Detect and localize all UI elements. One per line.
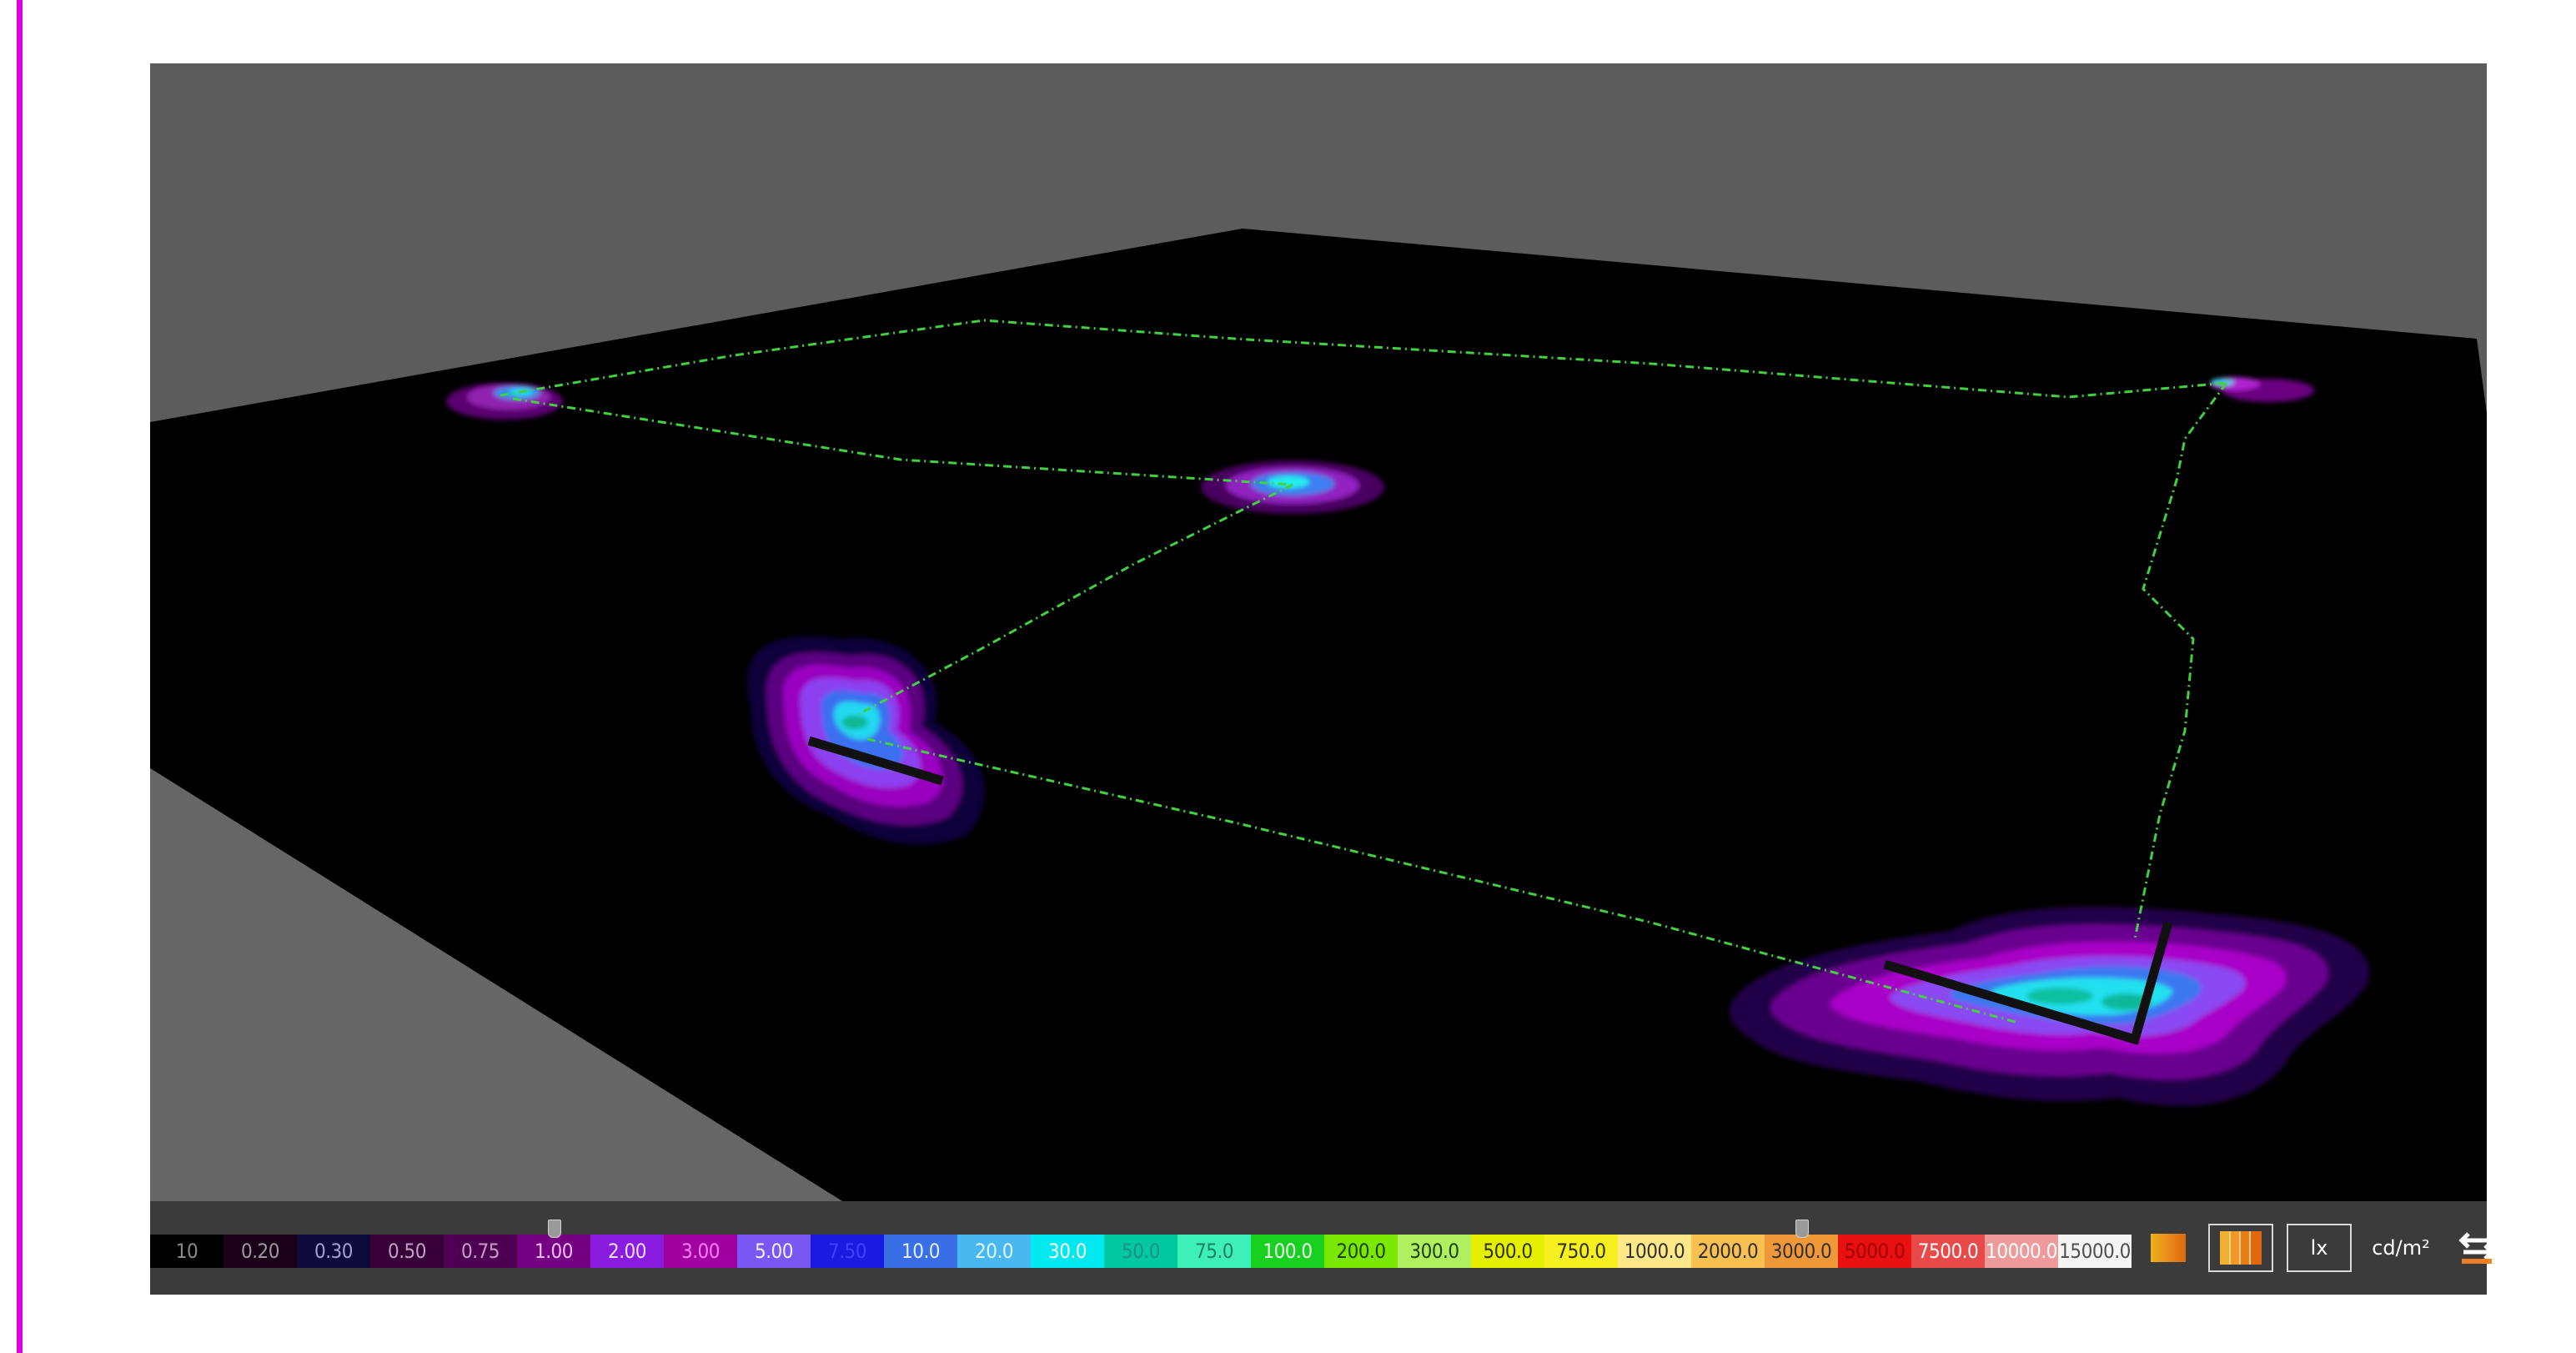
scale-step[interactable]: 3000.0	[1765, 1235, 1838, 1268]
scale-step[interactable]: 7.50	[811, 1235, 884, 1268]
scale-step[interactable]: 15000.0	[2058, 1235, 2132, 1268]
isolux-spot-top-right	[2210, 377, 2314, 402]
scale-step[interactable]: 3.00	[664, 1235, 737, 1268]
scale-step[interactable]: 10	[150, 1235, 223, 1268]
scale-step[interactable]: 200.0	[1324, 1235, 1398, 1268]
legend-controls: lx cd/m²	[2142, 1224, 2503, 1272]
scale-step[interactable]: 30.0	[1031, 1235, 1104, 1268]
lux-unit-button[interactable]: lx	[2287, 1224, 2352, 1272]
single-color-mode-button[interactable]	[2142, 1224, 2195, 1272]
scale-step[interactable]: 50.0	[1104, 1235, 1178, 1268]
scale-step[interactable]: 100.0	[1251, 1235, 1324, 1268]
scale-step[interactable]: 5000.0	[1838, 1235, 1911, 1268]
gradient-color-mode-button[interactable]	[2208, 1224, 2273, 1272]
scale-step[interactable]: 75.0	[1178, 1235, 1251, 1268]
scale-step[interactable]: 5.00	[737, 1235, 811, 1268]
scale-step[interactable]: 20.0	[957, 1235, 1031, 1268]
luminance-unit-button[interactable]: cd/m²	[2372, 1236, 2430, 1260]
viewport-lower-left-surface	[150, 768, 842, 1201]
scale-step[interactable]: 0.20	[223, 1235, 297, 1268]
illuminance-color-scale[interactable]: 10 0.20 0.30 0.50 0.75 1.00 2.00 3.00 5.00 7.50 10…	[150, 1220, 2132, 1268]
scale-step[interactable]: 0.30	[297, 1235, 370, 1268]
scale-step[interactable]: 2.00	[590, 1235, 664, 1268]
3d-viewport[interactable]	[150, 63, 2487, 1201]
scale-step[interactable]: 0.50	[370, 1235, 444, 1268]
scale-step[interactable]: 2000.0	[1691, 1235, 1765, 1268]
scale-step[interactable]: 500.0	[1471, 1235, 1544, 1268]
scale-step[interactable]: 750.0	[1544, 1235, 1618, 1268]
swap-arrows-icon	[2458, 1232, 2495, 1264]
lower-range-handle[interactable]	[548, 1220, 561, 1238]
upper-range-handle[interactable]	[1795, 1220, 1809, 1238]
scale-step[interactable]: 1000.0	[1618, 1235, 1691, 1268]
scale-step[interactable]: 0.75	[444, 1235, 517, 1268]
isolux-spot-center	[1201, 460, 1384, 514]
scale-step[interactable]: 10000.0	[1985, 1235, 2058, 1268]
scale-step[interactable]: 10.0	[884, 1235, 957, 1268]
illuminance-scene[interactable]	[150, 63, 2487, 1201]
isolux-spot-top-left	[446, 383, 563, 420]
swap-button[interactable]	[2450, 1224, 2503, 1272]
orange-swatch-icon	[2151, 1234, 2186, 1262]
luminaire-arms	[807, 736, 2173, 1045]
scale-step[interactable]: 7500.0	[1911, 1235, 1985, 1268]
orange-gradient-swatch-icon	[2220, 1231, 2262, 1265]
scale-step[interactable]: 1.00	[517, 1235, 590, 1268]
false-color-legend-bar: 10 0.20 0.30 0.50 0.75 1.00 2.00 3.00 5.00 7.50 10…	[150, 1201, 2495, 1295]
road-centerline	[500, 319, 2228, 1024]
scale-step[interactable]: 300.0	[1398, 1235, 1471, 1268]
left-page-border	[17, 0, 23, 1353]
